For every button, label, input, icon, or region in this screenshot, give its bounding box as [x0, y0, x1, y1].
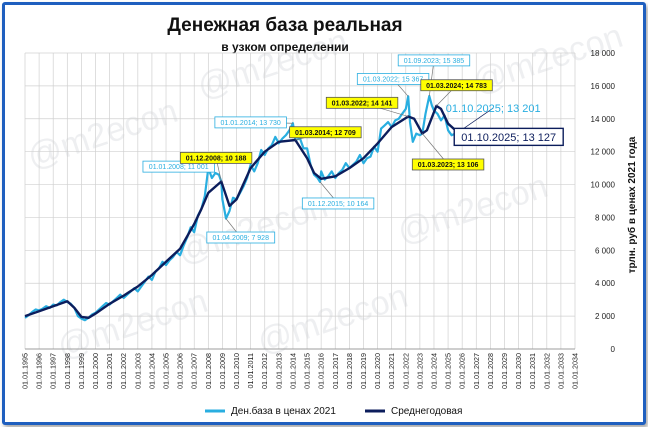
legend-item-annual-average: Среднегодовая: [391, 406, 462, 417]
annotation-label: 01.01.2008; 11 001: [149, 164, 209, 171]
x-tick-label: 01.01.1999: [77, 353, 86, 389]
x-tick-label: 01.01.2019: [359, 353, 368, 389]
annotation-label: 01.10.2025; 13 127: [461, 132, 556, 144]
x-tick-label: 01.01.2008: [204, 353, 213, 389]
x-tick-label: 01.01.2002: [119, 353, 128, 389]
y-tick-label: 16 000: [591, 82, 616, 91]
x-tick-label: 01.01.2004: [147, 353, 156, 389]
annotation-box: [325, 96, 399, 109]
annotation-box: [206, 231, 276, 244]
x-tick-label: 01.01.2024: [429, 353, 438, 389]
chart-title: Денежная база реальная: [167, 15, 403, 36]
x-tick-label: 01.01.2010: [232, 353, 241, 389]
x-tick-label: 01.01.2011: [246, 353, 255, 388]
annotation-label: 01.09.2023; 15 385: [404, 58, 464, 65]
annotation-box: [411, 158, 485, 171]
annotation-box: [397, 54, 471, 67]
annotation-box: [453, 127, 564, 147]
annotation-label: 01.03.2024; 14 783: [426, 83, 487, 90]
x-tick-label: 01.01.1998: [63, 353, 72, 389]
x-tick-label: 01.01.2003: [133, 353, 142, 389]
legend-item-monetary-base: Ден.база в ценах 2021: [231, 405, 336, 417]
annotation-box: [214, 116, 287, 129]
y-tick-label: 0: [611, 345, 616, 354]
x-tick-label: 01.01.2028: [486, 353, 495, 389]
x-tick-label: 01.01.2012: [260, 353, 269, 389]
x-tick-label: 01.01.2025: [444, 353, 453, 389]
y-tick-label: 12 000: [591, 148, 616, 157]
x-tick-label: 01.01.2030: [514, 353, 523, 389]
annotation-label: 01.03.2023; 13 106: [418, 162, 479, 169]
x-tick-label: 01.01.2031: [528, 353, 537, 389]
x-tick-label: 01.01.2000: [91, 353, 100, 389]
annotation-box: [420, 79, 493, 92]
x-tick-label: 01.01.2018: [345, 353, 354, 389]
annotation-box: [142, 160, 215, 173]
annotation-box: [179, 152, 253, 164]
y-tick-label: 10 000: [591, 181, 616, 190]
annotation-label: 01.12.2008; 10 188: [186, 155, 247, 162]
x-tick-label: 01.01.2017: [331, 353, 340, 389]
x-tick-label: 01.01.1996: [35, 353, 44, 389]
x-tick-label: 01.01.2006: [176, 353, 185, 389]
x-tick-label: 01.01.1997: [49, 353, 58, 389]
y-axis-label: трлн. руб в ценах 2021 года: [626, 136, 638, 273]
y-tick-label: 6 000: [595, 246, 616, 255]
x-tick-label: 01.01.1995: [21, 353, 30, 389]
annotation-label: 01.10.2025; 13 201: [446, 103, 541, 115]
y-tick-label: 4 000: [595, 279, 616, 288]
x-tick-label: 01.01.2023: [415, 353, 424, 389]
chart-subtitle: в узком определении: [221, 40, 349, 54]
y-tick-label: 2 000: [595, 312, 616, 321]
x-tick-label: 01.01.2014: [288, 353, 297, 389]
y-tick-label: 18 000: [591, 49, 616, 58]
x-tick-label: 01.01.2015: [303, 353, 312, 389]
x-tick-label: 01.01.2020: [373, 353, 382, 389]
x-tick-label: 01.01.2001: [105, 353, 114, 389]
x-tick-label: 01.01.2034: [571, 353, 580, 389]
annotation-box: [289, 126, 362, 139]
y-tick-label: 8 000: [595, 213, 616, 222]
x-tick-label: 01.01.2007: [190, 353, 199, 389]
line-chart: 01.01.1995 01.01.1996 01.01.1997 01.01.1998…: [21, 49, 639, 417]
annotation-box: [356, 73, 430, 85]
annotation-label: 01.04.2009; 7 928: [213, 235, 270, 242]
x-tick-label: 01.01.2005: [162, 353, 171, 389]
annotation-label: 01.12.2015; 10 164: [308, 201, 368, 208]
annotation-label: 01.03.2022; 15 367: [363, 77, 423, 84]
x-tick-label: 01.01.2027: [472, 353, 481, 389]
annotation-box: [301, 197, 375, 210]
x-tick-label: 01.01.2016: [317, 353, 326, 389]
annotation-label: 01.03.2022; 14 141: [332, 100, 393, 107]
x-tick-label: 01.01.2029: [500, 353, 509, 389]
y-tick-label: 14 000: [591, 115, 616, 124]
series-line-monetary-base: [24, 94, 460, 322]
x-tick-label: 01.01.2026: [458, 353, 467, 389]
x-tick-label: 01.01.2009: [218, 353, 227, 389]
annotation-label: 01.01.2014; 13 730: [220, 120, 280, 127]
series-line-annual-average: [24, 104, 460, 319]
x-tick-label: 01.01.2022: [401, 353, 410, 389]
x-tick-label: 01.01.2032: [542, 353, 551, 389]
x-tick-label: 01.01.2013: [274, 353, 283, 389]
x-tick-label: 01.01.2033: [556, 353, 565, 389]
x-tick-label: 01.01.2021: [387, 353, 396, 389]
annotation-label: 01.03.2014; 12 709: [295, 130, 356, 137]
